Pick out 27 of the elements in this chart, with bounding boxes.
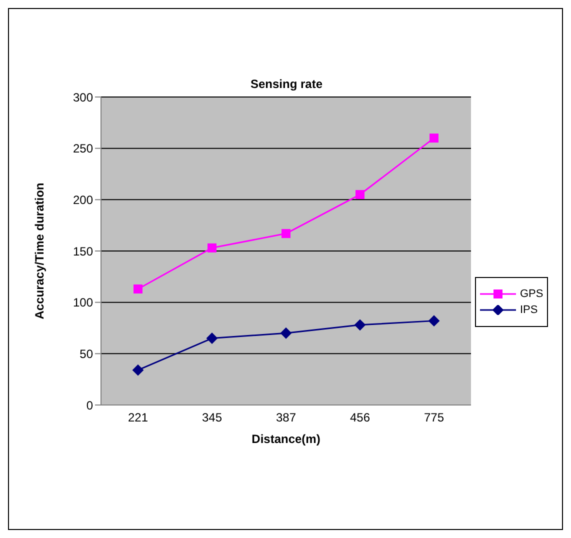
point xyxy=(354,319,366,330)
point xyxy=(132,364,144,376)
legend-label: GPS xyxy=(519,288,544,300)
x-tick-label: 387 xyxy=(276,410,296,425)
legend-label: IPS xyxy=(519,304,539,316)
y-tick-label: 150 xyxy=(72,244,94,258)
point xyxy=(356,190,364,200)
y-tick-label: 100 xyxy=(72,296,94,310)
point xyxy=(282,229,290,238)
y-axis-title: Accuracy/Time duration xyxy=(32,182,46,320)
x-axis-title: Distance(m) xyxy=(252,432,320,446)
point xyxy=(134,284,142,294)
y-tick-label: 200 xyxy=(72,192,94,207)
point xyxy=(428,315,440,326)
point xyxy=(280,328,292,339)
y-tick-label: 300 xyxy=(72,90,94,104)
x-tick-label: 345 xyxy=(202,410,222,425)
x-tick-label: 221 xyxy=(128,410,148,425)
point xyxy=(206,332,218,344)
chart-title: Sensing rate xyxy=(249,77,324,91)
point xyxy=(208,243,216,252)
x-tick-label: 775 xyxy=(424,410,444,425)
x-tick-label: 456 xyxy=(350,410,370,425)
y-tick-label: 0 xyxy=(86,398,94,412)
point xyxy=(430,134,438,143)
y-tick-label: 250 xyxy=(72,142,94,156)
y-tick-label: 50 xyxy=(80,346,94,361)
